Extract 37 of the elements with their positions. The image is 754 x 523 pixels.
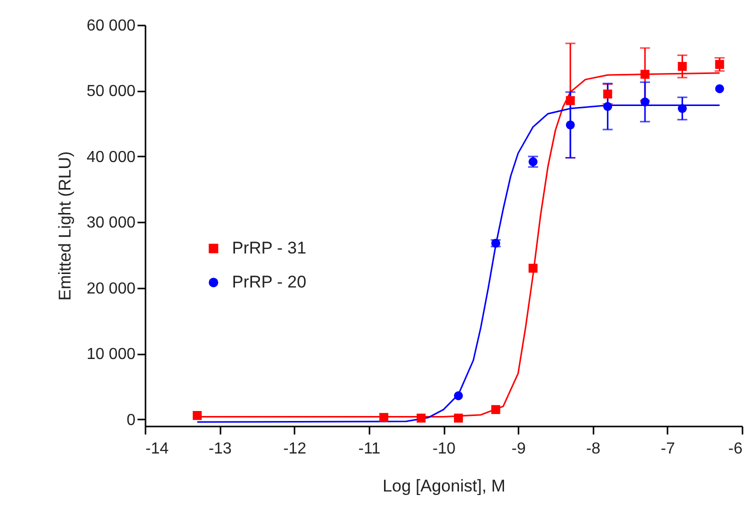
legend-label: PrRP - 31	[232, 238, 306, 258]
point	[640, 97, 650, 106]
point	[379, 412, 388, 422]
x-tick-label: -14	[146, 440, 169, 458]
point	[454, 414, 463, 423]
point	[715, 60, 724, 69]
y-tick-label: 50 000	[86, 83, 136, 100]
x-tick-label: -8	[586, 440, 600, 458]
point	[715, 84, 724, 94]
y-tick-label: 60 000	[86, 18, 136, 34]
point	[416, 414, 426, 423]
point	[454, 391, 463, 400]
x-tick-label: -12	[283, 440, 306, 458]
x-tick-label: -7	[660, 440, 676, 458]
y-tick-label: 20 000	[86, 280, 136, 298]
y-tick-label: 10 000	[86, 346, 136, 364]
legend-label: PrRP - 20	[232, 272, 306, 292]
point	[528, 264, 538, 273]
x-tick-label: -9	[512, 440, 526, 458]
y-tick-label: 30 000	[86, 214, 136, 232]
point	[603, 90, 612, 98]
point	[678, 62, 687, 71]
y-tick-label: 40 000	[86, 148, 136, 166]
point	[603, 102, 612, 111]
point	[678, 104, 687, 113]
point	[192, 411, 202, 420]
x-tick-label: -10	[432, 440, 456, 458]
point	[491, 405, 500, 414]
x-axis-title: Log [Agonist], M	[382, 476, 506, 496]
x-tick-label: -11	[358, 440, 380, 458]
x-tick-label: -13	[208, 440, 232, 458]
x-tick-label: -6	[728, 440, 743, 458]
point	[566, 96, 575, 106]
point	[566, 120, 575, 130]
y-tick-label: 0	[126, 412, 136, 429]
point	[640, 70, 650, 79]
y-axis-title: Emitted Light (RLU)	[56, 151, 75, 301]
